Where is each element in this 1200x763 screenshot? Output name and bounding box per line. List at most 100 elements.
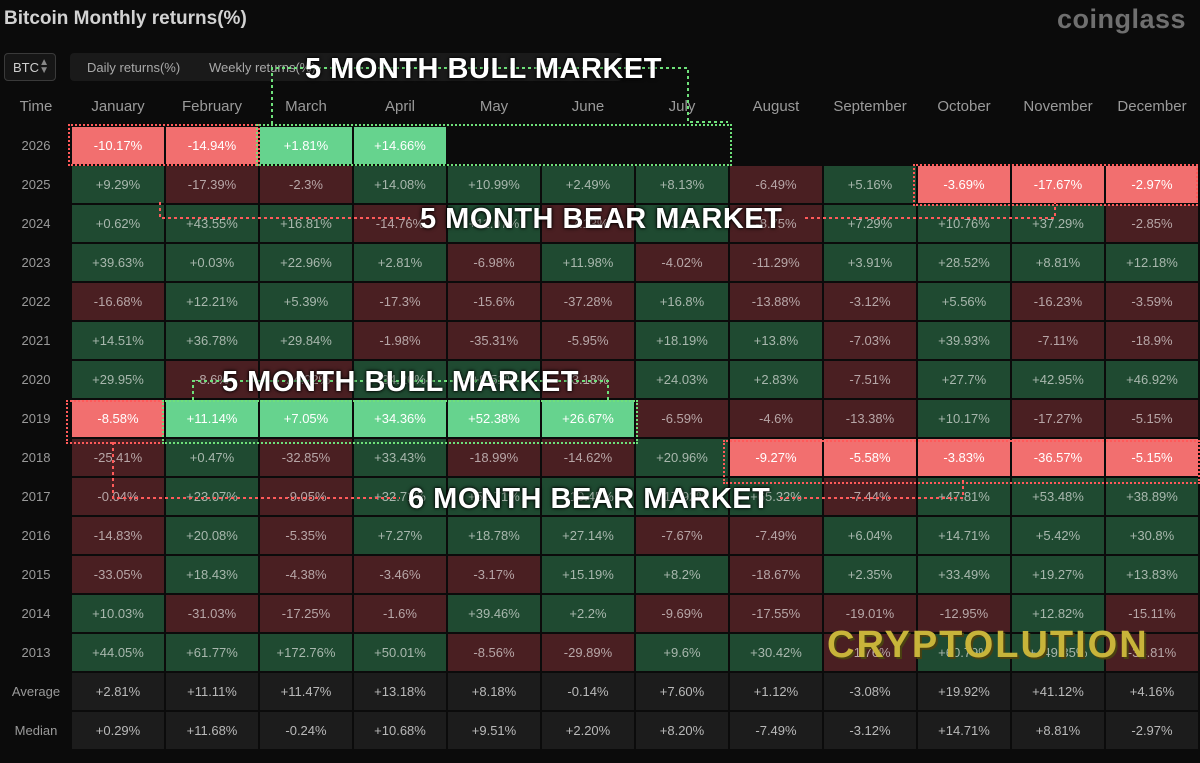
return-cell: +7.29% [824, 205, 916, 242]
return-cell: +19.27% [1012, 556, 1104, 593]
return-cell: +44.05% [72, 634, 164, 671]
return-cell: -14.94% [166, 127, 258, 164]
page-title: Bitcoin Monthly returns(%) [4, 8, 247, 29]
return-cell [448, 127, 540, 164]
return-cell: -1.76% [824, 634, 916, 671]
return-cell: -7.67% [636, 517, 728, 554]
table-header-row: Time January February March April May June Jul… [2, 88, 1198, 125]
return-cell: -29.89% [542, 634, 634, 671]
return-cell: +15.19% [542, 556, 634, 593]
return-cell: -2.3% [260, 166, 352, 203]
return-cell [1106, 127, 1198, 164]
stats-cell: +13.18% [354, 673, 446, 710]
return-cell: +33.43% [354, 439, 446, 476]
return-cell: +43.55% [166, 205, 258, 242]
return-cell: +14.51% [72, 322, 164, 359]
return-cell: +46.92% [1106, 361, 1198, 398]
annotation-bull-2026: 5 MONTH BULL MARKET [305, 53, 662, 85]
return-cell: +24.03% [636, 361, 728, 398]
return-cell: -15.6% [448, 283, 540, 320]
year-label: 2026 [21, 138, 51, 153]
year-label: 2025 [21, 177, 51, 192]
return-cell: +13.8% [730, 322, 822, 359]
return-cell: -14.83% [72, 517, 164, 554]
stats-cell: +41.12% [1012, 673, 1104, 710]
return-cell: -3.59% [1106, 283, 1198, 320]
table-row: 2022 -16.68% +12.21% +5.39% -17.3% -15.6% -37.… [2, 283, 1198, 320]
stats-cell: +8.20% [636, 712, 728, 749]
return-cell: +47.81% [918, 478, 1010, 515]
return-cell: +1.81% [260, 127, 352, 164]
return-cell [636, 127, 728, 164]
return-cell: +3.91% [824, 244, 916, 281]
asset-select[interactable]: BTC ▲ ▼ [4, 53, 56, 81]
year-label: 2019 [21, 411, 51, 426]
table-row: 2019 -8.58% +11.14% +7.05% +34.36% +52.38% +26… [2, 400, 1198, 437]
return-cell: +33.49% [918, 556, 1010, 593]
return-cell: +18.19% [636, 322, 728, 359]
return-cell: +5.39% [260, 283, 352, 320]
return-cell: +9.29% [72, 166, 164, 203]
tab-daily-returns[interactable]: Daily returns(%) [87, 60, 181, 75]
return-cell: -0.04% [72, 478, 164, 515]
return-cell: -9.05% [260, 478, 352, 515]
return-cell: +0.03% [166, 244, 258, 281]
return-cell: -25.41% [72, 439, 164, 476]
chevron-updown-icon: ▲ ▼ [39, 57, 49, 76]
return-cell: -17.25% [260, 595, 352, 632]
return-cell: -17.3% [354, 283, 446, 320]
stats-cell: +8.18% [448, 673, 540, 710]
return-cell: +16.8% [636, 283, 728, 320]
return-cell: -2.97% [1106, 166, 1198, 203]
return-cell: +53.48% [1012, 478, 1104, 515]
return-cell [1012, 127, 1104, 164]
return-cell: -17.27% [1012, 400, 1104, 437]
return-cell: -14.62% [542, 439, 634, 476]
year-label: 2024 [21, 216, 51, 231]
return-cell: -37.28% [542, 283, 634, 320]
return-cell: -1.98% [354, 322, 446, 359]
column-header-july: July [668, 98, 696, 115]
coinglass-logo: coinglass [1056, 4, 1186, 34]
return-cell: -8.56% [448, 634, 540, 671]
return-cell: +52.38% [448, 400, 540, 437]
return-cell: +12.18% [1106, 244, 1198, 281]
return-cell: +7.27% [354, 517, 446, 554]
table-row: 2016 -14.83% +20.08% -5.35% +7.27% +18.78% +27… [2, 517, 1198, 554]
return-cell: +27.7% [918, 361, 1010, 398]
tab-weekly-returns[interactable]: Weekly returns(%) [209, 60, 316, 75]
column-header-august: August [752, 98, 800, 115]
return-cell: -34.81% [1106, 634, 1198, 671]
return-cell: +5.56% [918, 283, 1010, 320]
stats-cell: +10.68% [354, 712, 446, 749]
return-cell: -4.38% [260, 556, 352, 593]
return-cell: +11.14% [166, 400, 258, 437]
return-cell: +14.08% [354, 166, 446, 203]
stats-cell: -3.12% [824, 712, 916, 749]
return-cell: -5.95% [542, 322, 634, 359]
return-cell: -18.67% [730, 556, 822, 593]
return-cell: +2.35% [824, 556, 916, 593]
return-cell: -36.57% [1012, 439, 1104, 476]
stats-cell: +2.81% [72, 673, 164, 710]
return-cell: +13.83% [1106, 556, 1198, 593]
return-cell: +12.21% [166, 283, 258, 320]
return-cell: +8.81% [1012, 244, 1104, 281]
return-cell: +28.52% [918, 244, 1010, 281]
stats-cell: +11.47% [260, 673, 352, 710]
table-row: 2015 -33.05% +18.43% -4.38% -3.46% -3.17% +15.… [2, 556, 1198, 593]
column-header-june: June [571, 98, 605, 115]
year-label: 2021 [21, 333, 51, 348]
return-cell: -7.51% [824, 361, 916, 398]
return-cell: -7.03% [824, 322, 916, 359]
cryptolution-watermark: CRYPTOLUTION [827, 624, 1149, 666]
return-cell: -7.49% [730, 517, 822, 554]
return-cell: +39.93% [918, 322, 1010, 359]
annotation-bear-2018: 6 MONTH BEAR MARKET [408, 483, 771, 515]
return-cell: +20.08% [166, 517, 258, 554]
column-header-april: April [384, 98, 415, 115]
annotation-bear-2025: 5 MONTH BEAR MARKET [420, 203, 783, 235]
return-cell: +20.96% [636, 439, 728, 476]
year-label: 2020 [21, 372, 51, 387]
return-cell: -3.17% [448, 556, 540, 593]
